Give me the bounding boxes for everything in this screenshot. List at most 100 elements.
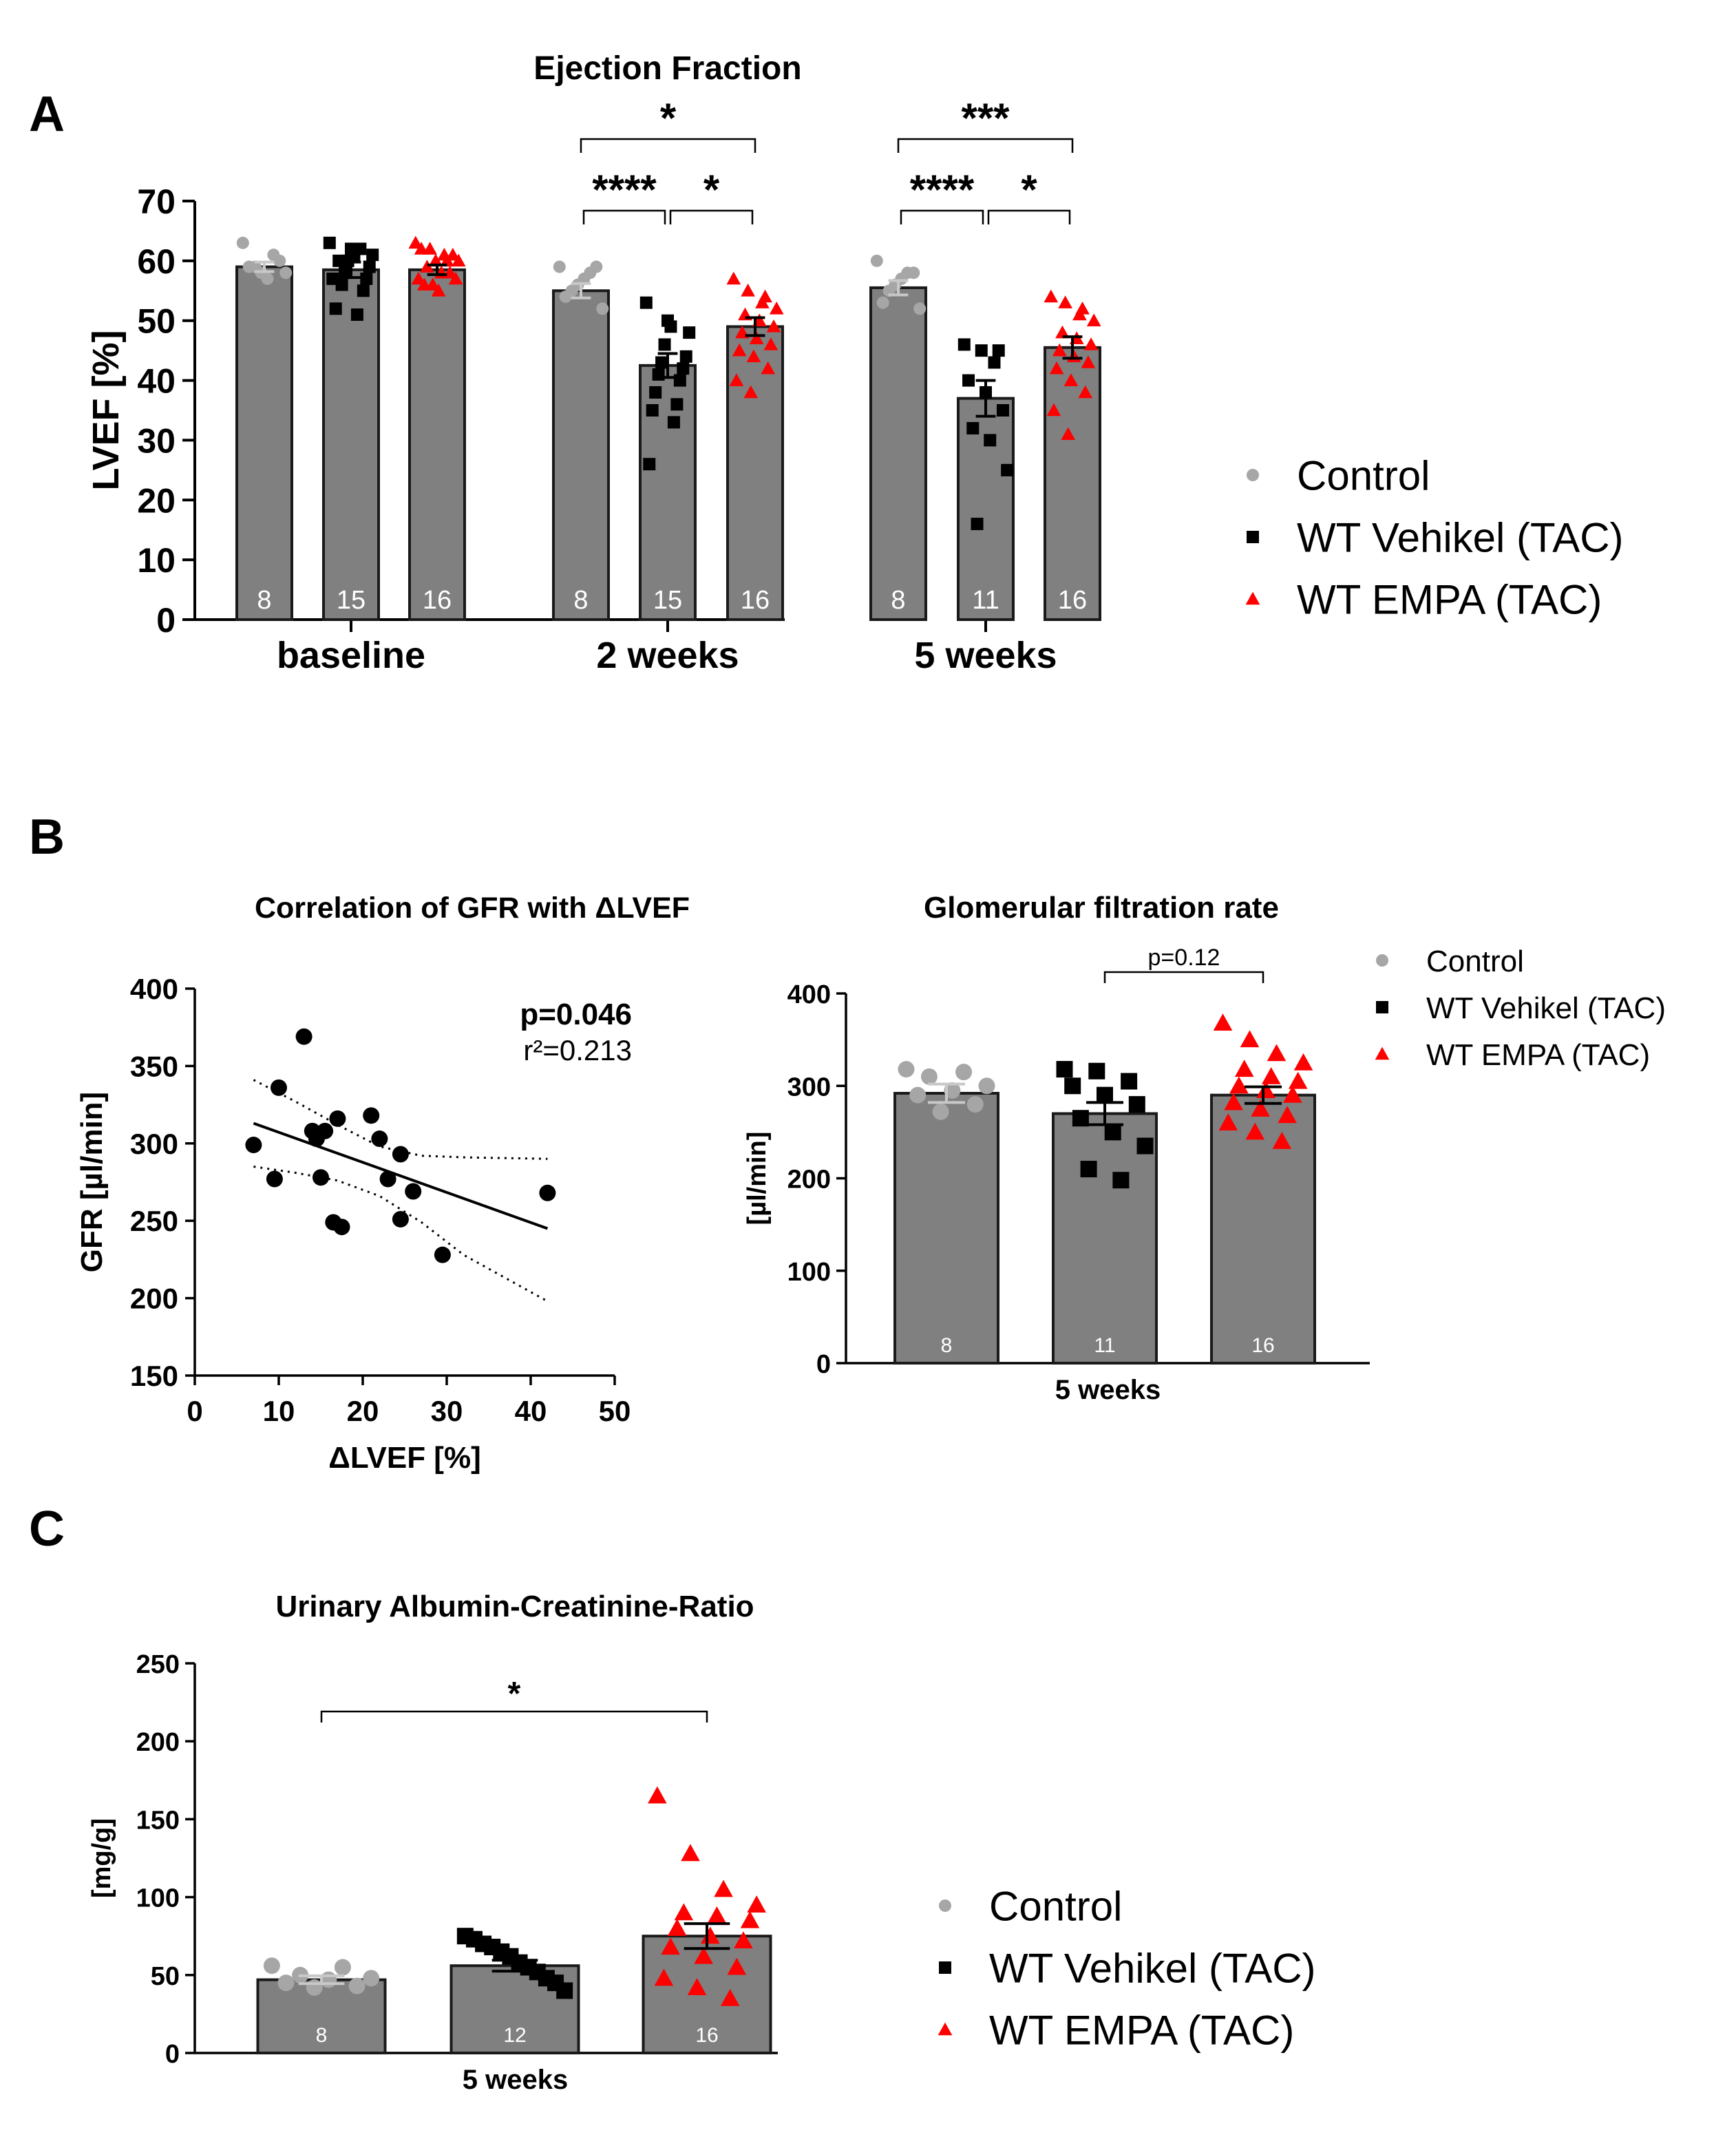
layer-uacr-series-2-point [681, 1844, 700, 1862]
layer-gfr-series-2-point [1251, 1099, 1270, 1117]
legend-b-label: WT Vehikel (TAC) [1426, 991, 1666, 1025]
ef-group-2-series-1-point [975, 344, 988, 357]
scatter-point [329, 1110, 346, 1127]
x-category-label: 5 weeks [914, 635, 1057, 676]
y-tick-label: 350 [130, 1050, 178, 1082]
layer-uacr-significance-bracket [320, 1710, 708, 1723]
layer-uacr-series-2-point [701, 1926, 720, 1944]
layer-gfr-series-2-point [1293, 1053, 1313, 1071]
ef-significance-bracket [987, 209, 1071, 224]
ef-significance-label: **** [910, 167, 975, 213]
ef-group-2-series-2-bar [1044, 346, 1101, 621]
y-tick-label: 0 [816, 1350, 831, 1379]
legend-c-marker [938, 2022, 953, 2036]
layer-gfr-series-2-point [1283, 1085, 1302, 1103]
ef-group-1-series-2-point [732, 343, 747, 357]
y-tick-label: 400 [787, 980, 831, 1009]
ef-group-2-series-1-point [971, 518, 984, 531]
ef-group-2-series-1-point [988, 356, 1001, 369]
ef-group-2-series-1-point [984, 434, 997, 447]
scatter-point [392, 1146, 409, 1163]
ef-group-1-series-2-n-label: 16 [741, 586, 770, 615]
ef-group-1-series-1-point [677, 362, 690, 375]
layer-uacr-series-2-point [720, 1988, 740, 2006]
scatter-point [313, 1169, 329, 1186]
ef-group-0-series-2-point [411, 271, 426, 285]
layer-gfr-series-0-point [966, 1096, 984, 1113]
ef-group-0-series-2-point [445, 247, 461, 261]
y-tick-label: 50 [151, 1962, 180, 1991]
layer-gfr-series-1-point [1064, 1077, 1081, 1095]
legend-a-label: WT Vehikel (TAC) [1297, 515, 1624, 561]
ef-group-2-series-1-point [962, 374, 975, 387]
ef-group-1-series-1-bar [639, 364, 697, 621]
ef-group-2-series-1-point [966, 422, 980, 435]
legend-c-marker [939, 1899, 951, 1912]
ef-group-0-series-1-point [357, 284, 370, 297]
y-tick-label: 0 [156, 601, 176, 640]
legend-a-label: WT EMPA (TAC) [1297, 577, 1602, 623]
layer-gfr-series-0-point [944, 1082, 961, 1099]
layer-uacr-series-1-n-label: 12 [503, 2024, 526, 2047]
ef-group-2-series-2-point [1063, 373, 1079, 386]
ef-group-0-series-2-point [414, 242, 429, 255]
y-tick-label: 250 [136, 1650, 180, 1679]
ef-group-2-series-2-point [1086, 313, 1101, 326]
ef-group-1-series-2-point [763, 337, 779, 350]
y-tick-label: 30 [137, 421, 176, 460]
layer-gfr-significance-label: p=0.12 [1148, 945, 1220, 971]
layer-gfr-series-2-point [1218, 1113, 1238, 1130]
layer-gfr-series-0-point [909, 1086, 927, 1104]
ef-group-1-series-1-point [646, 404, 659, 417]
layer-gfr-series-1-point [1128, 1096, 1145, 1113]
layer-gfr-series-2-point [1245, 1122, 1265, 1140]
x-category-label: baseline [277, 635, 425, 676]
ef-group-0-series-1-point [366, 249, 379, 262]
ef-group-2-series-1-n-label: 11 [972, 586, 999, 615]
ef-group-2-series-1-point [996, 404, 1009, 417]
scatter-point [363, 1107, 380, 1124]
ef-group-0-series-0-point [242, 260, 255, 273]
layer-gfr-series-2-point [1229, 1076, 1249, 1094]
uacr-chart: Urinary Albumin-Creatinine-Ratio 0 50 100 15… [87, 1590, 778, 2095]
y-tick-label: 200 [787, 1166, 831, 1194]
ef-group-2-series-2-point [1061, 427, 1076, 441]
layer-gfr-series-2-bar [1210, 1093, 1316, 1365]
ef-group-0-series-2-n-label: 16 [423, 586, 452, 615]
ef-group-1-series-2-point [741, 283, 755, 297]
ef-group-2-series-2-point [1078, 385, 1093, 399]
layer-uacr-series-2-n-label: 16 [695, 2024, 718, 2047]
ef-group-0-series-1-point [326, 272, 339, 285]
layer-gfr-series-2-point [1261, 1067, 1281, 1084]
layer-uacr-series-0-n-label: 8 [316, 2024, 328, 2047]
legend-a-marker [1247, 469, 1259, 481]
layer-uacr-series-2-point [674, 1903, 694, 1921]
chart-title: Glomerular filtration rate [924, 891, 1279, 925]
y-tick-label: 60 [137, 242, 176, 281]
regression-line [253, 1122, 549, 1230]
y-tick-label: 100 [136, 1884, 180, 1913]
ef-group-0-series-2-point [408, 235, 423, 249]
layer-gfr-series-1-point [1136, 1137, 1154, 1155]
ef-group-0-series-1-point [360, 272, 373, 285]
layer-gfr-series-2-point [1224, 1093, 1243, 1110]
y-tick-label: 200 [136, 1728, 180, 1757]
ef-significance-label: * [1021, 167, 1037, 213]
ef-significance-label: * [660, 95, 677, 141]
ef-group-2-series-2-point [1055, 325, 1070, 339]
ef-group-0-series-0-point [236, 236, 249, 249]
ef-group-0-series-0-bar [235, 265, 293, 621]
legend-c-marker [939, 1961, 951, 1974]
legend-b-label: Control [1426, 945, 1524, 978]
ef-group-2-series-2-point [1083, 337, 1099, 350]
layer-uacr-series-2-point [747, 1895, 766, 1913]
scatter-point [317, 1122, 334, 1139]
legends: Control WT Vehikel (TAC) WT EMPA (TAC) Cont… [938, 453, 1666, 2054]
layer-gfr-series-2-point [1272, 1132, 1292, 1149]
ef-significance-bracket [580, 138, 756, 153]
layer-gfr-series-1-point [1097, 1086, 1113, 1104]
layer-gfr-series-0-bar [893, 1091, 999, 1365]
panel-letter-b: B [29, 810, 65, 865]
layer-uacr-series-2-point [714, 1880, 733, 1897]
